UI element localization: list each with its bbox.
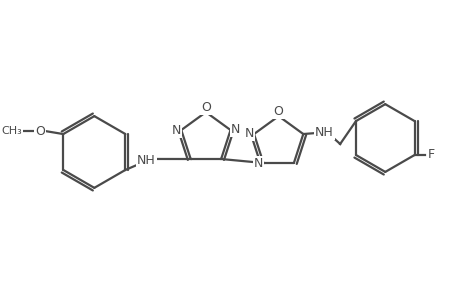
Text: O: O — [201, 101, 210, 114]
Text: N: N — [244, 127, 253, 140]
Text: F: F — [427, 148, 434, 161]
Text: N: N — [230, 122, 240, 136]
Text: NH: NH — [314, 125, 333, 139]
Text: N: N — [171, 124, 180, 136]
Text: NH: NH — [137, 154, 155, 167]
Text: CH₃: CH₃ — [1, 126, 22, 136]
Text: O: O — [273, 105, 283, 118]
Text: O: O — [35, 124, 45, 138]
Text: N: N — [253, 158, 263, 170]
